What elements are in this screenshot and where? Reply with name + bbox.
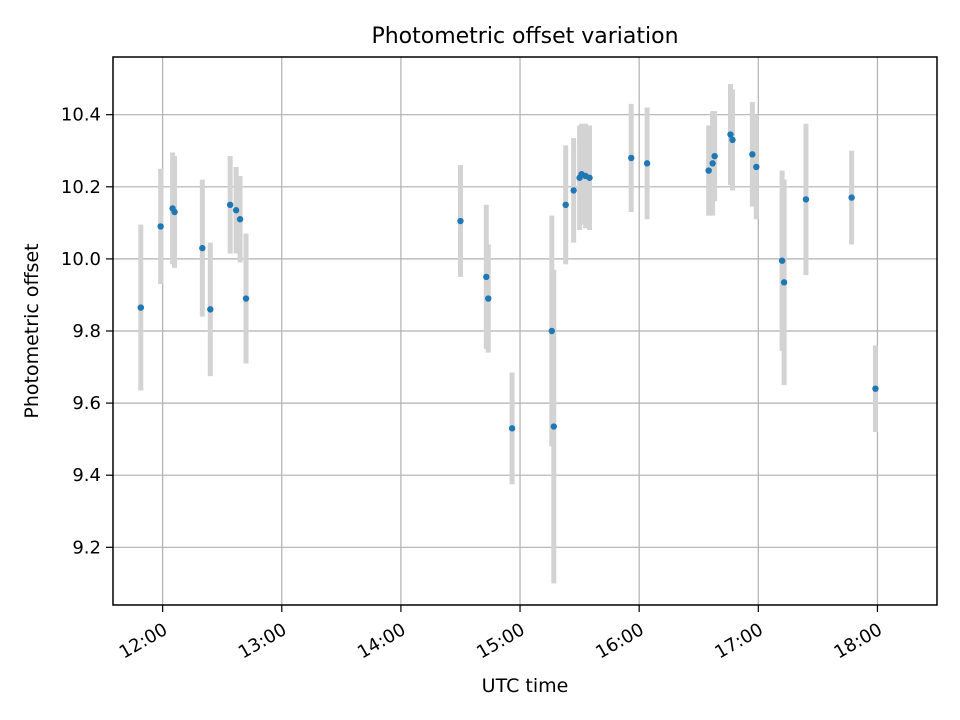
- data-point: [628, 154, 635, 162]
- data-point: [711, 152, 718, 160]
- y-axis: 9.2 9.4 9.6 9.8 10.0 10.2 10.4: [61, 105, 113, 558]
- y-axis-label: Photometric offset: [21, 243, 43, 418]
- x-tick-label: 16:00: [592, 619, 647, 663]
- data-point: [848, 194, 855, 201]
- data-point: [753, 163, 760, 171]
- data-point: [157, 223, 164, 230]
- data-point: [550, 423, 557, 430]
- x-tick-label: 12:00: [116, 619, 171, 663]
- y-tick-label: 10.4: [61, 105, 101, 126]
- x-tick-label: 13:00: [235, 619, 290, 663]
- data-point: [872, 385, 879, 392]
- data-points: [137, 131, 879, 432]
- data-point: [483, 273, 490, 281]
- data-point: [729, 136, 736, 144]
- data-point: [548, 327, 556, 335]
- x-tick-label: 14:00: [354, 619, 409, 663]
- y-tick-label: 9.8: [72, 321, 101, 342]
- data-point: [485, 295, 492, 302]
- data-point: [457, 217, 464, 225]
- data-point: [226, 201, 234, 209]
- data-point: [778, 257, 786, 264]
- data-point: [705, 167, 712, 174]
- x-tick-label: 17:00: [711, 619, 766, 663]
- data-point: [586, 174, 593, 181]
- grid: [113, 57, 937, 605]
- data-point: [137, 304, 144, 311]
- data-point: [709, 160, 716, 167]
- data-point: [749, 151, 756, 158]
- y-tick-label: 9.6: [72, 393, 101, 414]
- y-tick-label: 10.0: [61, 249, 101, 270]
- data-point: [171, 208, 178, 216]
- data-point: [236, 216, 244, 223]
- y-tick-label: 9.4: [72, 465, 101, 486]
- data-point: [508, 425, 516, 432]
- error-bars: [138, 84, 878, 584]
- y-tick-label: 10.2: [61, 177, 101, 198]
- data-point: [727, 131, 734, 138]
- y-tick-label: 9.2: [72, 537, 101, 558]
- x-axis: 12:00 13:00 14:00 15:00 16:00 17:00 18:00: [116, 605, 886, 663]
- data-point: [199, 244, 206, 252]
- x-tick-label: 18:00: [831, 619, 886, 663]
- chart-title: Photometric offset variation: [371, 24, 678, 49]
- data-point: [570, 187, 577, 194]
- data-point: [802, 196, 810, 203]
- data-point: [242, 295, 250, 302]
- x-axis-label: UTC time: [482, 675, 569, 697]
- data-point: [643, 160, 651, 167]
- data-point: [562, 201, 569, 209]
- x-tick-label: 15:00: [473, 619, 528, 663]
- data-point: [780, 279, 788, 286]
- data-point: [207, 306, 214, 313]
- data-point: [232, 207, 240, 214]
